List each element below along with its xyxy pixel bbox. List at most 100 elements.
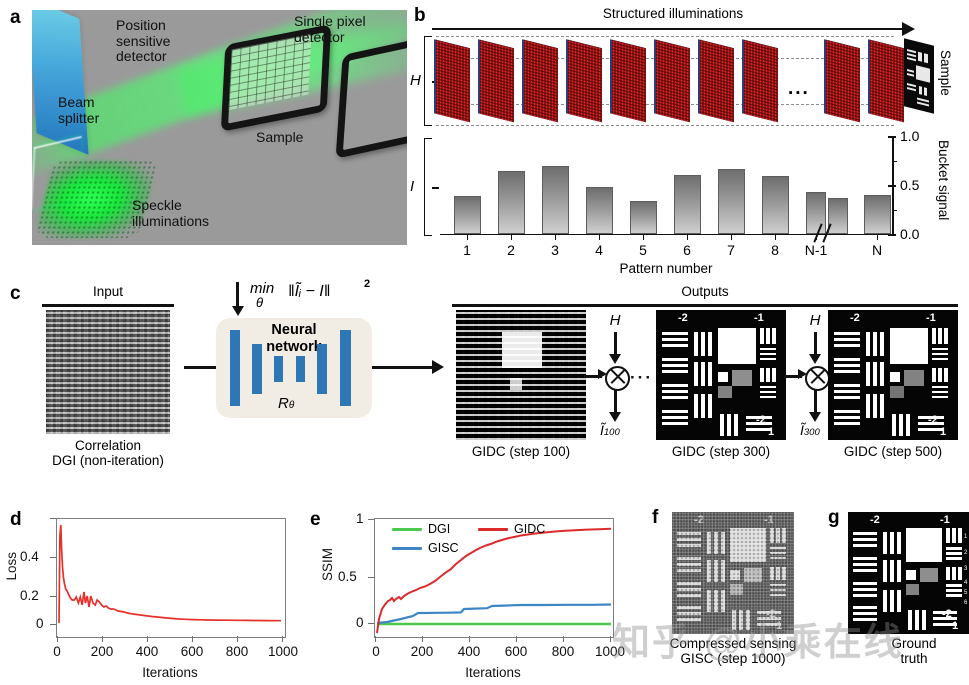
target-num-tr-2: -1 [754,312,764,324]
panel-a-optical-setup-diagram: Position sensitive detector Single pixel… [32,10,407,245]
loss-curve-svg [58,524,282,624]
y-tick-minor-025 [892,209,897,211]
pattern-tile [612,39,646,123]
label-speckle-illuminations: Speckle illuminations [132,197,210,229]
panel-d-xtick-600 [192,636,194,642]
xlab-8: 8 [771,242,779,258]
otimes-icon-1 [605,366,630,391]
bracket-I [424,138,439,236]
panel-d-y-axis-title: Loss [4,552,19,581]
structured-illuminations-arrow-head [902,22,915,36]
panel-d-plot-frame [56,518,286,638]
panel-e-ytick-1 [368,519,374,521]
panel-c-gidc-pipeline: Input Correlation DGI (non-iteration) mi… [0,278,969,486]
panel-e-ylabel-0: 0 [356,615,364,630]
legend-swatch-gisc [392,547,422,551]
target-num-tl-2: -2 [678,312,688,324]
panel-d-ytick-0.2 [50,596,56,598]
panel-e-xtick-0 [375,636,377,642]
xlab-n: N [871,242,883,258]
panel-e-xtick-800 [563,636,565,642]
panel-g-sidenum-6: 6 [964,600,968,606]
loss-arrow-shaft [236,282,239,308]
panel-d-ylabel-0.2: 0.2 [20,588,39,603]
pattern-tile [870,39,904,123]
operator-arrow-in-2 [784,375,802,378]
bar-n-minus-1 [806,191,826,234]
panel-d-xlabel-200: 200 [90,644,114,659]
y-tick-minor-075 [892,160,897,162]
panel-e-xlabel-1000: 1000 [594,644,626,659]
loss-arrow-head [232,306,244,316]
y-tick-0.0 [888,234,896,236]
nn-layer-bar [252,344,262,394]
xlab-5: 5 [639,242,647,258]
y-axis-title-b: Bucket signal [936,140,952,221]
label-position-sensitive-detector: Position sensitive detector [116,17,171,65]
pattern-tile [480,39,514,123]
operator-output-label-1: Ĩ100 [600,422,620,438]
legend-swatch-dgi [392,528,422,532]
input-caption: Correlation DGI (non-iteration) [52,438,164,469]
panel-f-image-compressed-sensing: -2 -1 -2 1 [672,512,794,634]
panel-g-caption: Ground truth [891,636,937,667]
panel-e-xlabel-200: 200 [410,644,434,659]
neural-network-title: Neural network [266,322,322,356]
network-symbol: Rθ [278,395,295,412]
operator-arrow-in-1 [584,375,602,378]
structured-illuminations-arrow-line [432,28,904,31]
xlab-4: 4 [595,242,603,258]
panel-d-ylabel-0: 0 [36,616,44,631]
loss-exponent: 2 [364,278,371,290]
operator-arrow-shaft-down-2 [814,332,817,358]
panel-e-y-axis-title: SSIM [320,548,335,582]
panel-e-plot-frame [374,518,614,638]
xlab-6: 6 [683,242,691,258]
panel-c-letter: c [10,283,21,304]
panel-e-xlabel-600: 600 [504,644,528,659]
bracket-H [424,36,439,126]
pattern-tile [700,39,734,123]
panel-e-ylabel-0.5: 0.5 [338,569,357,584]
beam-splitter-plate [32,10,89,155]
ssim-curves-svg [376,527,612,634]
pattern-tile [656,39,690,123]
pipeline-arrow-head [432,360,444,374]
panel-d-xlabel-400: 400 [135,644,159,659]
xlab-2: 2 [507,242,515,258]
panel-e-xlabel-0: 0 [372,644,380,659]
panel-d-xtick-400 [147,636,149,642]
panel-d-xlabel-1000: 1000 [267,644,299,659]
panel-e-ylabel-1: 1 [356,511,364,526]
panel-a-letter: a [10,7,21,28]
panel-f-num-br2: 1 [776,620,783,632]
input-header-rule [42,304,174,308]
nn-layer-bar [230,330,240,406]
operator-arrow-head-down-2 [809,354,821,364]
pattern-tile [744,39,778,123]
output-caption-1: GIDC (step 100) [471,444,571,459]
panel-d-ylabel-0.4: 0.4 [20,549,39,564]
sample-plate [32,135,82,211]
operator-output-label-2: Ĩ300 [800,422,820,438]
label-sample-b: Sample [938,50,954,96]
operator-arrow-head-down2-1 [609,412,621,422]
otimes-icon-2 [805,366,830,391]
panel-f-num-tl: -2 [694,514,704,526]
xlab-7: 7 [727,242,735,258]
loss-min: min [250,280,275,297]
panel-g-sidenum-4: 4 [964,580,968,586]
legend-label-dgi: DGI [428,522,451,536]
bar-1 [454,195,481,234]
y-label-1.0: 1.0 [900,128,920,144]
legend-swatch-gidc [478,528,508,532]
panel-f-num-br: -2 [766,608,776,620]
target-num-br-2: -2 [756,414,766,426]
operator-H-label-2: H [809,312,821,329]
output-caption-3: GIDC (step 500) [843,444,943,459]
operator-arrow-in-head-2 [798,369,807,379]
bar-4 [586,186,613,234]
panel-e-xlabel-800: 800 [551,644,575,659]
pattern-tile [826,39,860,123]
ssim-series-gisc [376,603,612,625]
